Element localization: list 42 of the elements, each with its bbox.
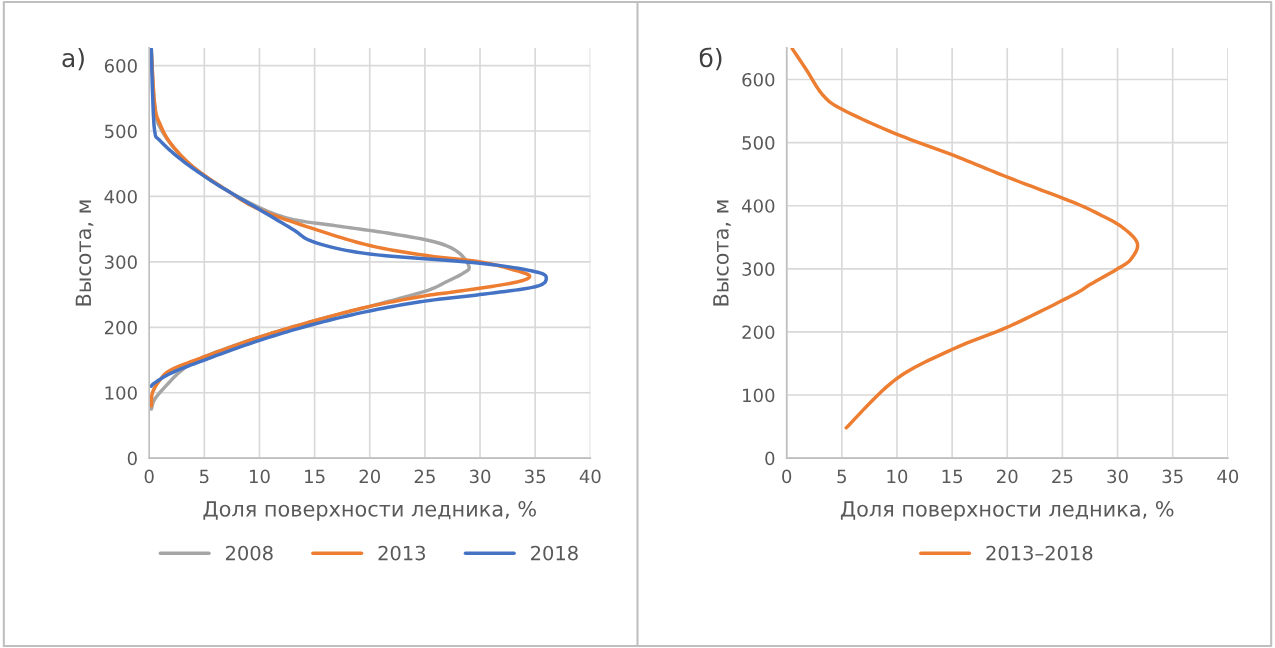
- x-tick-label: 0: [144, 469, 154, 484]
- y-tick-label: 400: [741, 199, 775, 213]
- y-tick-label: 600: [104, 59, 137, 73]
- text: б): [699, 47, 722, 71]
- y-tick-label: 200: [104, 320, 137, 335]
- x-tick-label: 30: [469, 469, 491, 484]
- y-tick-label: 400: [104, 189, 137, 204]
- x-tick-label: 15: [305, 469, 325, 484]
- x-tick-label: 35: [1162, 469, 1183, 484]
- y-tick-label: 0: [127, 451, 137, 466]
- x-tick-label: 40: [1217, 469, 1239, 484]
- y-tick-label: 300: [742, 262, 775, 276]
- x-tick-label: 15: [942, 469, 963, 484]
- legend-label: 2018: [531, 545, 578, 561]
- x-axis-title: Доля поверхности ледника, %: [203, 500, 536, 521]
- x-tick-label: 25: [414, 469, 435, 484]
- y-tick-label: 100: [743, 388, 775, 403]
- x-tick-label: 20: [997, 469, 1018, 484]
- y-tick-label: 0: [765, 451, 775, 466]
- x-tick-label: 30: [1107, 469, 1128, 484]
- y-tick-label: 600: [742, 72, 775, 87]
- y-tick-label: 500: [104, 124, 137, 139]
- y-tick-label: 300: [104, 255, 137, 269]
- x-tick-label: 5: [199, 469, 209, 484]
- x-tick-label: 25: [1052, 469, 1073, 484]
- legend-label: 2013–2018: [986, 545, 1093, 561]
- x-tick-label: 20: [359, 469, 381, 484]
- x-tick-label: 0: [782, 469, 792, 484]
- y-tick-label: 200: [742, 325, 775, 340]
- y-axis-title: Высота, м: [75, 200, 94, 306]
- x-tick-label: 40: [579, 469, 601, 484]
- y-tick-label: 100: [105, 386, 137, 400]
- legend-label: 2013: [378, 545, 426, 561]
- x-tick-label: 35: [525, 469, 546, 484]
- legend-label: 2008: [225, 545, 273, 561]
- y-axis-title: Высота, м: [713, 200, 731, 306]
- x-tick-label: 5: [837, 469, 846, 484]
- x-tick-label: 10: [887, 469, 908, 484]
- x-axis-title: Доля поверхности ледника, %: [840, 500, 1174, 521]
- x-tick-label: 10: [249, 469, 270, 484]
- text: а): [62, 47, 84, 71]
- y-tick-label: 500: [742, 136, 775, 150]
